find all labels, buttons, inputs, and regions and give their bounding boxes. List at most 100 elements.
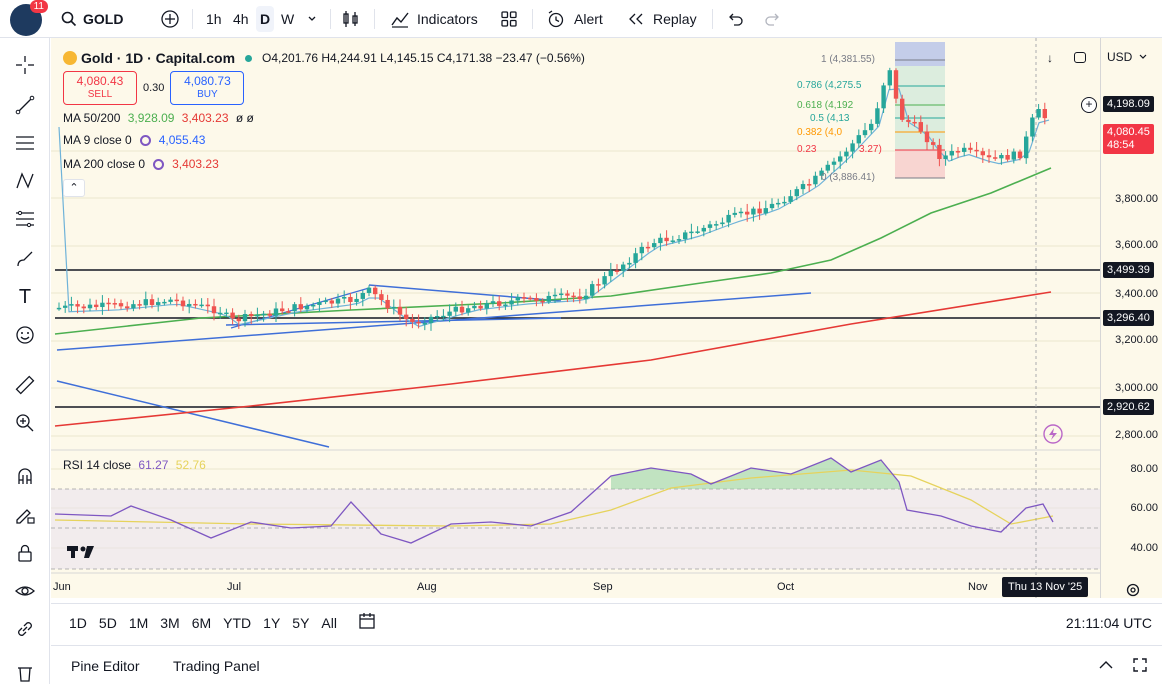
zoom-tool[interactable] <box>12 410 38 436</box>
interval-w[interactable]: W <box>281 11 295 27</box>
buy-button[interactable]: 4,080.73 BUY <box>170 71 245 105</box>
sell-label: SELL <box>87 89 113 100</box>
trading-panel-tab[interactable]: Trading Panel <box>173 658 260 674</box>
candle <box>974 141 979 157</box>
price-tick-3600: 3,600.00 <box>1115 239 1158 251</box>
emoji-tool[interactable] <box>12 322 38 348</box>
rsi-line[interactable] <box>54 457 1054 544</box>
range-1m[interactable]: 1M <box>128 614 149 631</box>
rsi-legend[interactable]: RSI 14 close 61.27 52.76 <box>63 458 206 472</box>
candle <box>893 68 899 104</box>
range-5d[interactable]: 5D <box>98 614 117 631</box>
scroll-down-button[interactable]: ↓ <box>1047 51 1053 65</box>
interval-1h[interactable]: 1h <box>206 11 222 27</box>
undo-button[interactable] <box>726 0 744 38</box>
pine-editor-tab[interactable]: Pine Editor <box>71 658 140 674</box>
interval-dropdown[interactable] <box>306 0 318 38</box>
compare-button[interactable] <box>160 0 180 38</box>
ma50-200-legend[interactable]: MA 50/200 3,928.09 3,403.23 ø ø <box>63 111 254 125</box>
trash-tool[interactable] <box>12 660 38 684</box>
candle <box>106 298 111 311</box>
candle <box>949 144 954 161</box>
maximize-panel-button[interactable] <box>1131 656 1149 677</box>
currency-select[interactable]: USD <box>1107 50 1148 64</box>
interval-4h[interactable]: 4h <box>233 11 249 27</box>
chart-settings-button[interactable] <box>1125 582 1141 603</box>
candle <box>466 305 471 316</box>
ma9-legend[interactable]: MA 9 close 0 4,055.43 <box>63 133 206 147</box>
text-icon: T <box>18 285 32 308</box>
rsi-ma-line[interactable] <box>54 469 1054 527</box>
lock-tool[interactable] <box>12 540 38 566</box>
trendline-down[interactable] <box>56 380 330 448</box>
pattern-tool[interactable] <box>12 168 38 194</box>
price-chart[interactable] <box>51 38 1100 598</box>
ma9-cycle-icon <box>139 134 151 146</box>
collapse-panel-button[interactable] <box>1097 656 1115 677</box>
trendline-flag-lower[interactable] <box>225 317 562 326</box>
symbol-search[interactable]: GOLD <box>60 0 123 38</box>
range-5y[interactable]: 5Y <box>292 614 310 631</box>
ma50-line[interactable] <box>54 167 1052 335</box>
range-1y[interactable]: 1Y <box>263 614 281 631</box>
candle-body <box>94 304 99 308</box>
candle-body <box>633 253 638 263</box>
candle-body <box>974 149 979 152</box>
interval-d[interactable]: D <box>256 6 275 32</box>
fib-tool[interactable] <box>12 206 38 232</box>
indicators-button[interactable]: Indicators <box>390 0 478 38</box>
range-6m[interactable]: 6M <box>191 614 212 631</box>
candle <box>249 311 254 325</box>
brush-tool[interactable] <box>12 246 38 272</box>
trend-line-tool[interactable] <box>12 92 38 118</box>
crosshair-tool[interactable] <box>12 52 38 78</box>
candle <box>980 147 985 163</box>
candle <box>174 293 179 307</box>
redo-button[interactable] <box>764 0 782 38</box>
trendline-long[interactable] <box>56 292 812 351</box>
sell-button[interactable]: 4,080.43 SELL <box>63 71 137 105</box>
candle <box>69 296 74 312</box>
horizontal-lines-tool[interactable] <box>12 130 38 156</box>
candle-body <box>893 70 899 99</box>
candle <box>906 115 911 128</box>
ruler-tool[interactable] <box>12 372 38 398</box>
candle-body <box>81 306 86 309</box>
range-3m[interactable]: 3M <box>160 614 180 631</box>
candle-body <box>459 306 465 313</box>
candle-body <box>639 246 644 254</box>
magnet-tool[interactable] <box>12 464 38 490</box>
range-1d[interactable]: 1D <box>69 614 87 631</box>
chart-type-button[interactable] <box>342 0 360 38</box>
ma200-line[interactable] <box>54 291 1052 427</box>
ma200-legend[interactable]: MA 200 close 0 3,403.23 <box>63 157 219 171</box>
goto-date-button[interactable] <box>357 611 377 634</box>
range-all[interactable]: All <box>321 614 337 631</box>
candle <box>193 299 198 309</box>
symbol-name: GOLD <box>83 11 124 27</box>
hide-tool[interactable] <box>12 578 38 604</box>
symbol-title[interactable]: Gold · 1D · Capital.com <box>81 50 236 66</box>
replay-button[interactable]: Replay <box>627 0 697 38</box>
candlestick-series[interactable] <box>56 67 1047 331</box>
lock-drawing-tool[interactable] <box>12 502 38 528</box>
candle-body <box>577 296 582 300</box>
collapse-legend-button[interactable]: ⌃ <box>63 179 85 197</box>
candle-body <box>782 201 787 204</box>
rsi-band <box>51 489 1100 569</box>
sell-price: 4,080.43 <box>76 74 124 88</box>
utc-clock[interactable]: 21:11:04 UTC <box>1065 614 1152 631</box>
user-avatar[interactable]: 11 <box>10 0 48 36</box>
price-axis[interactable]: USD 3,800.00 3,600.00 3,400.00 3,200.00 … <box>1081 38 1162 598</box>
maximize-pane-button[interactable] <box>1074 52 1086 63</box>
candle-body <box>664 237 669 242</box>
layouts-button[interactable] <box>500 0 518 38</box>
text-tool[interactable]: T <box>12 284 38 310</box>
range-ytd[interactable]: YTD <box>223 614 252 631</box>
link-tool[interactable] <box>12 616 38 642</box>
alert-button[interactable]: Alert <box>546 0 603 38</box>
candle <box>366 285 372 297</box>
lightning-icon[interactable] <box>1043 424 1063 444</box>
add-alert-plus-button[interactable]: + <box>1081 97 1097 113</box>
chart-pane[interactable]: Gold · 1D · Capital.com O4,201.76 H4,244… <box>51 38 1100 598</box>
